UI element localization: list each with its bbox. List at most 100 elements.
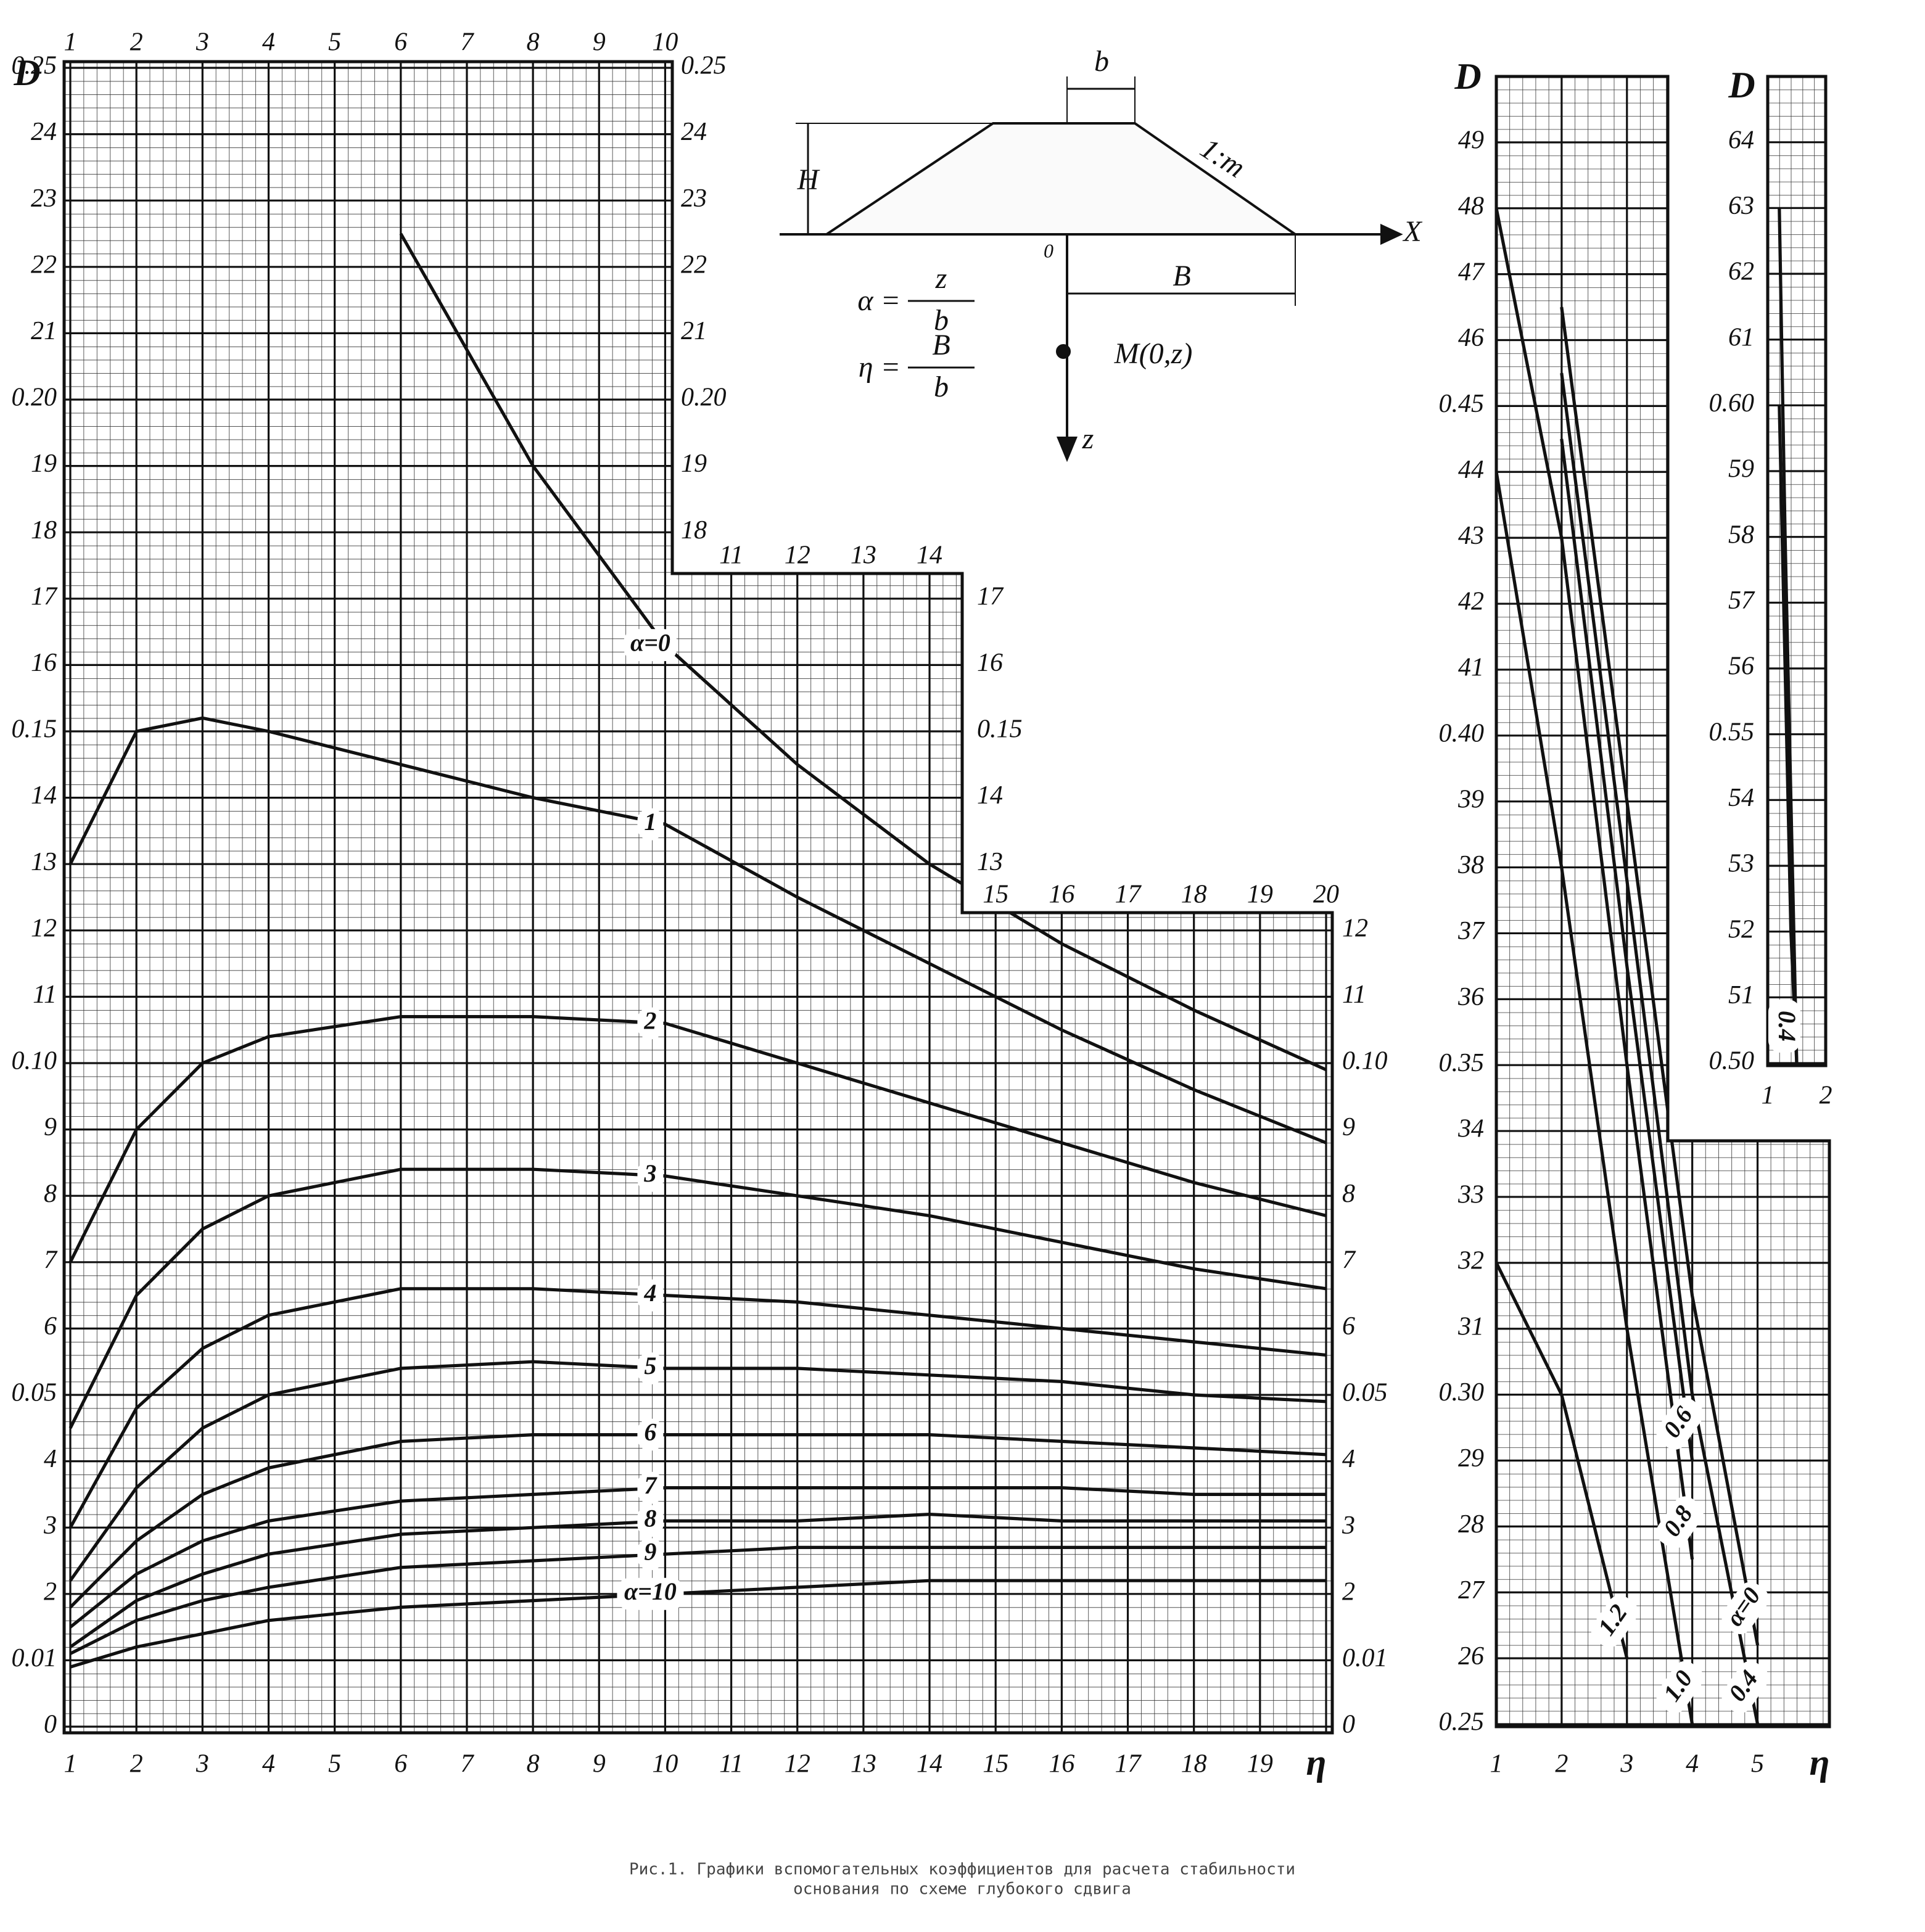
curve-label: 7 bbox=[637, 1471, 664, 1504]
x-tick-label: 13 bbox=[851, 541, 876, 570]
y-tick-label: 8 bbox=[1342, 1180, 1355, 1208]
y-tick-label: 39 bbox=[1457, 785, 1484, 813]
y-axis-label: D bbox=[1728, 65, 1755, 105]
diagram-labels: b H 1:m X 0 B M(0,z) z α = z b η = B b bbox=[797, 45, 1423, 455]
label-background bbox=[637, 1538, 664, 1571]
y-tick-label: 16 bbox=[977, 649, 1003, 677]
x-tick-label: 1 bbox=[64, 28, 77, 57]
label-background bbox=[1591, 1595, 1638, 1648]
y-tick-label: 0.50 bbox=[1709, 1047, 1755, 1075]
y-tick-label: 4 bbox=[44, 1445, 57, 1473]
x-tick-label: 3 bbox=[196, 28, 209, 57]
x-tick-label: 11 bbox=[719, 1750, 743, 1778]
y-tick-label: 28 bbox=[1458, 1510, 1484, 1539]
x-tick-label: 14 bbox=[917, 541, 942, 570]
y-tick-label: 0 bbox=[1342, 1711, 1355, 1739]
y-tick-label: 0.30 bbox=[1439, 1378, 1485, 1407]
y-tick-label: 0.35 bbox=[1439, 1049, 1485, 1077]
x-tick-label: 1 bbox=[64, 1750, 77, 1778]
legend-entry: 2 bbox=[643, 1007, 656, 1035]
x-tick-label: 12 bbox=[785, 541, 810, 570]
y-tick-label: 41 bbox=[1458, 654, 1484, 682]
curve bbox=[68, 1167, 1327, 1429]
curve bbox=[1560, 372, 1760, 1725]
y-tick-label: 0.10 bbox=[12, 1047, 57, 1075]
curve bbox=[68, 1287, 1327, 1529]
y-tick-label: 22 bbox=[31, 250, 57, 279]
x-tick-label: 4 bbox=[262, 28, 275, 57]
label: B bbox=[1173, 260, 1190, 292]
x-tick-label: 10 bbox=[652, 1750, 678, 1778]
legend-entry: 7 bbox=[644, 1471, 657, 1499]
arrow bbox=[1057, 437, 1078, 462]
x-tick-label: 17 bbox=[1115, 881, 1142, 909]
x-tick-label: 6 bbox=[394, 1750, 407, 1778]
plot-border bbox=[1494, 75, 1831, 1729]
curve-label: 2 bbox=[637, 1007, 664, 1040]
arrow bbox=[1380, 223, 1403, 245]
x-tick-label: 6 bbox=[394, 28, 407, 57]
curve bbox=[1496, 208, 1694, 1560]
y-tick-label: 38 bbox=[1457, 851, 1484, 879]
y-tick-label: 51 bbox=[1728, 981, 1754, 1009]
curve bbox=[69, 1433, 1327, 1609]
y-tick-label: 18 bbox=[681, 516, 707, 545]
x-axis-label: η bbox=[1810, 1742, 1830, 1783]
x-tick-label: 3 bbox=[1620, 1750, 1633, 1778]
label: 0 bbox=[1044, 239, 1053, 261]
y-tick-label: 49 bbox=[1458, 126, 1484, 155]
curve bbox=[1560, 438, 1694, 1461]
curve-label: 4 bbox=[637, 1279, 664, 1312]
y-tick-label: 2 bbox=[1342, 1577, 1355, 1606]
y-tick-label: 19 bbox=[681, 450, 707, 478]
legend-entry: 4 bbox=[643, 1279, 656, 1307]
label-background bbox=[1656, 1496, 1704, 1549]
label-background bbox=[1721, 1661, 1769, 1714]
y-tick-label: 0.01 bbox=[1342, 1644, 1388, 1672]
label: X bbox=[1402, 215, 1422, 248]
curve-label: 3 bbox=[637, 1159, 664, 1192]
y-tick-label: 36 bbox=[1457, 983, 1484, 1011]
x-tick-label: 19 bbox=[1247, 881, 1273, 909]
y-tick-label: 54 bbox=[1728, 784, 1754, 812]
label-background bbox=[617, 1577, 684, 1610]
legend-entry: 0.4 bbox=[1773, 1011, 1801, 1042]
x-tick-label: 7 bbox=[460, 28, 474, 57]
x-tick-label: 20 bbox=[1313, 881, 1339, 909]
y-tick-label: 16 bbox=[31, 649, 57, 677]
y-tick-label: 12 bbox=[31, 914, 57, 942]
x-tick-label: 8 bbox=[527, 28, 540, 57]
y-tick-label: 9 bbox=[1342, 1113, 1355, 1141]
y-tick-label: 0.60 bbox=[1709, 389, 1755, 417]
y-tick-label: 57 bbox=[1728, 586, 1755, 615]
y-tick-label: 59 bbox=[1728, 455, 1754, 483]
y-tick-label: 0.55 bbox=[1709, 718, 1755, 746]
y-tick-label: 21 bbox=[681, 317, 707, 345]
y-tick-label: 0 bbox=[44, 1711, 57, 1739]
y-axis-label: D bbox=[1454, 56, 1481, 97]
label-background bbox=[624, 629, 677, 662]
y-tick-label: 0.25 bbox=[681, 52, 727, 80]
curve bbox=[1496, 1262, 1629, 1659]
y-tick-label: 47 bbox=[1458, 258, 1485, 286]
caption: основания по схеме глубокого сдвига bbox=[793, 1880, 1131, 1899]
y-tick-label: 24 bbox=[31, 118, 57, 146]
diagram bbox=[780, 76, 1403, 462]
y-tick-label: 23 bbox=[681, 184, 707, 213]
x-tick-label: 18 bbox=[1181, 1750, 1207, 1778]
y-tick-label: 14 bbox=[977, 781, 1003, 810]
formula: α = bbox=[857, 284, 901, 317]
curve bbox=[69, 1486, 1326, 1629]
y-tick-label: 0.25 bbox=[12, 52, 57, 80]
curve-label: 5 bbox=[637, 1352, 664, 1384]
label-background bbox=[1768, 1000, 1800, 1053]
curve bbox=[70, 1579, 1326, 1669]
label: z bbox=[1082, 422, 1094, 455]
y-tick-label: 13 bbox=[977, 848, 1003, 876]
curve bbox=[68, 1015, 1327, 1263]
x-tick-label: 3 bbox=[196, 1750, 209, 1778]
y-tick-label: 64 bbox=[1728, 126, 1754, 154]
y-axis-label: D bbox=[13, 52, 40, 93]
curve bbox=[69, 1512, 1326, 1648]
y-tick-label: 11 bbox=[33, 980, 57, 1009]
